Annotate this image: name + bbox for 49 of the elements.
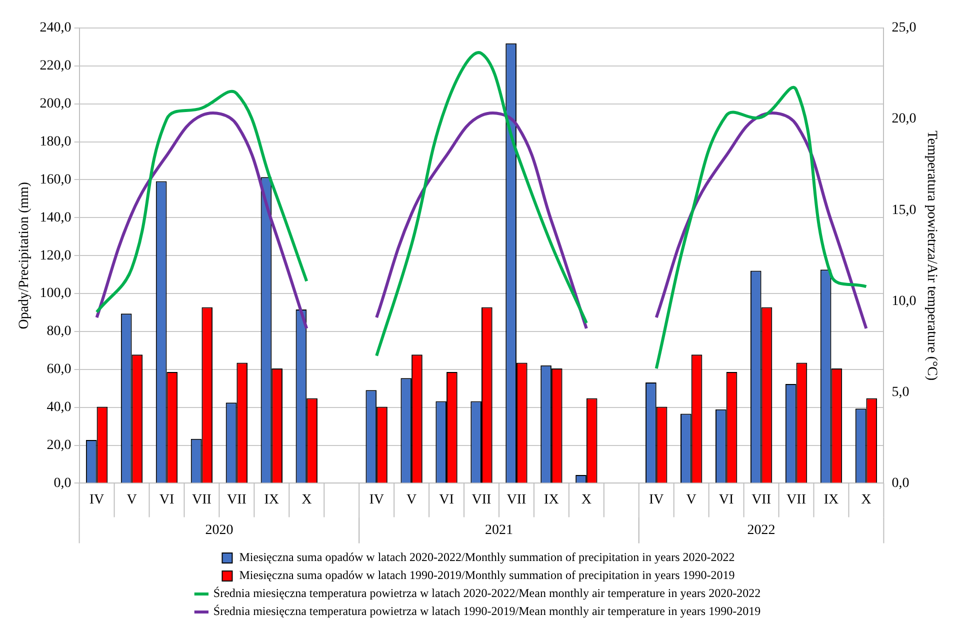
y2-tick-label: 20,0: [892, 112, 916, 127]
y-tick-label: 160,0: [40, 172, 72, 188]
x-tick-label: VII: [192, 492, 212, 508]
x-tick-label: IX: [544, 492, 559, 508]
text: 2021: [484, 522, 513, 538]
y-axis-title: Opady/Precipitation (mm): [17, 182, 32, 330]
x-tick-label: IV: [89, 492, 104, 508]
y-tick-label: 120,0: [40, 248, 72, 264]
text: 2022: [747, 522, 776, 538]
x-tick-label: VII: [752, 492, 772, 508]
x-tick-label: IX: [264, 492, 280, 508]
y2-tick-label: 25,0: [892, 20, 916, 36]
y-tick-label: 0,0: [54, 476, 72, 491]
x-tick-label: X: [581, 492, 592, 508]
x-tick-label: IX: [824, 492, 839, 508]
y-tick-label: 60,0: [46, 362, 72, 378]
x-tick-label: VI: [439, 492, 454, 508]
x-tick-label: IV: [369, 492, 384, 508]
x-tick-label: VI: [718, 492, 734, 508]
x-tick-label: X: [302, 492, 312, 508]
x-tick-label: IV: [648, 492, 664, 508]
x-tick-label: V: [126, 492, 137, 508]
x-tick-label: VII: [472, 492, 492, 508]
y-tick-label: 220,0: [40, 58, 72, 74]
y-tick-label: 80,0: [46, 324, 72, 340]
x-tick-label: V: [686, 492, 696, 508]
legend-label: Miesięczna suma opadów w latach 1990-2019/Monthly summation of precipitation in years 1990-2019: [239, 568, 735, 582]
y-tick-label: 40,0: [46, 400, 72, 416]
x-tick-label: VI: [159, 492, 174, 508]
legend-label: Miesięczna suma opadów w latach 2020-2022/Monthly summation of precipitation in years 2020-2022: [239, 550, 735, 564]
y-tick-label: 100,0: [40, 286, 72, 302]
y-tick-label: 240,0: [40, 20, 72, 36]
text: 2020: [205, 522, 234, 538]
x-tick-label: V: [406, 492, 417, 508]
y-tick-label: 20,0: [46, 438, 72, 453]
y2-tick-label: 5,0: [892, 384, 910, 400]
y-tick-label: 180,0: [40, 134, 72, 150]
y2-tick-label: 15,0: [892, 202, 916, 218]
x-tick-label: VII: [786, 492, 806, 508]
y2-tick-label: 10,0: [892, 294, 916, 309]
y2-axis-title: Temperatura powietrza/Air temperature (°C): [924, 130, 939, 381]
x-tick-label: X: [861, 492, 872, 508]
x-tick-label: VII: [226, 492, 247, 508]
legend-label: Średnia miesięczna temperatura powietrza w latach 1990-2019/Mean monthly air temperature in years 1990-2019: [213, 604, 761, 618]
y-tick-label: 140,0: [40, 210, 72, 226]
y-tick-label: 200,0: [40, 96, 72, 112]
legend-label: Średnia miesięczna temperatura powietrza w latach 2020-2022/Mean monthly air temperature in years 2020-2022: [213, 586, 761, 600]
y2-tick-label: 0,0: [892, 476, 910, 491]
x-tick-label: VII: [506, 492, 527, 508]
